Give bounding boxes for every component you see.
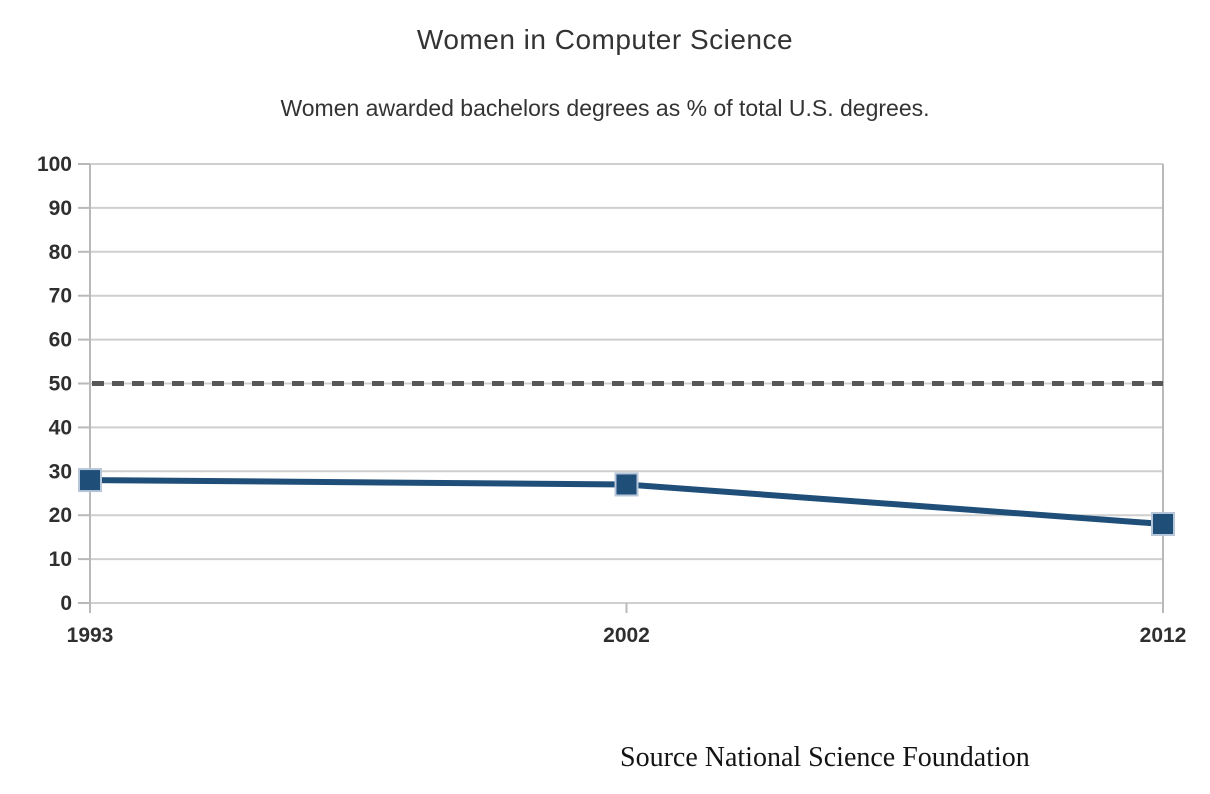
- y-tick-label: 70: [49, 285, 72, 308]
- y-tick-label: 10: [49, 548, 72, 571]
- data-point-marker: [1151, 511, 1175, 536]
- line-chart-plot-area: 0 10 20 30 40 50 60 70 80 90 100 1993 2002 2012: [37, 153, 1187, 647]
- x-tick-label: 2002: [603, 624, 650, 647]
- data-point-marker: [78, 468, 102, 493]
- y-tick-label: 80: [49, 241, 72, 264]
- x-tick-label: 2012: [1140, 624, 1187, 647]
- y-tick-label: 100: [37, 153, 72, 176]
- y-tick-label: 90: [49, 197, 72, 220]
- y-tick-label: 0: [60, 592, 72, 615]
- y-tick-label: 40: [49, 416, 72, 439]
- chart-title: Women in Computer Science: [416, 24, 794, 55]
- y-tick-label: 50: [49, 373, 72, 396]
- x-tick-label: 1993: [67, 624, 114, 647]
- y-tick-label: 20: [49, 504, 72, 527]
- source-note: Source National Science Foundation: [620, 742, 1030, 773]
- data-point-marker: [614, 472, 639, 497]
- y-tick-label: 60: [49, 329, 72, 352]
- y-tick-label: 30: [49, 460, 72, 483]
- chart-subtitle: Women awarded bachelors degrees as % of …: [280, 95, 930, 121]
